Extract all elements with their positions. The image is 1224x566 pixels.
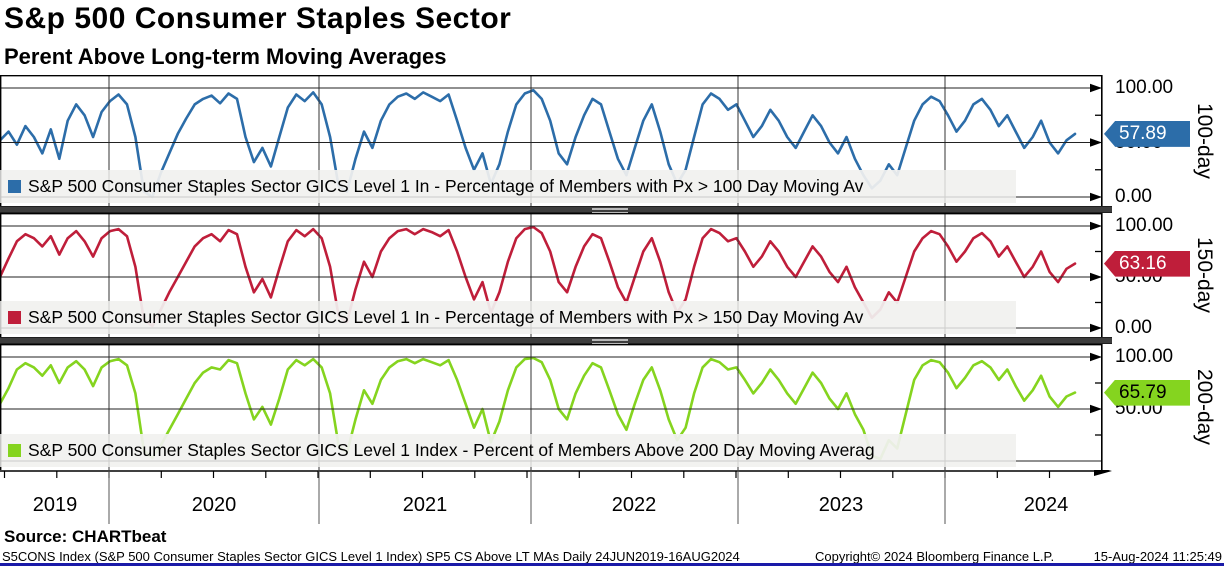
x-axis: 2019 2020 2021 2022 2023 2024	[0, 466, 1224, 526]
panel-label-200-day: 200-day	[1193, 369, 1216, 445]
legend-swatch-red-icon	[8, 311, 21, 324]
y-axis-tick-label: 100.00	[1115, 346, 1174, 367]
plot-area-200-day[interactable]: S&P 500 Consumer Staples Sector GICS Lev…	[0, 344, 1103, 470]
page-title: S&p 500 Consumer Staples Sector	[4, 2, 512, 35]
x-axis-year-label: 2020	[191, 494, 237, 516]
x-axis-year-label: 2024	[1023, 494, 1069, 516]
legend-swatch-green-icon	[8, 444, 21, 457]
x-axis-ticks	[0, 466, 1112, 524]
panel-label-100-day: 100-day	[1193, 102, 1216, 179]
panel-separator-1[interactable]	[0, 206, 1112, 213]
x-axis-year-label: 2021	[402, 494, 448, 516]
last-value-tag-150-day: 63.16	[1104, 250, 1190, 277]
panel-label-150-day: 150-day	[1193, 237, 1216, 313]
y-axis-200-day: 100.00 50.00	[1103, 344, 1193, 470]
plot-area-150-day[interactable]: S&P 500 Consumer Staples Sector GICS Lev…	[0, 213, 1103, 337]
chart-panel-150-day: S&P 500 Consumer Staples Sector GICS Lev…	[0, 213, 1224, 338]
y-axis-tick-label: 100.00	[1115, 77, 1174, 98]
legend-label-200-day: S&P 500 Consumer Staples Sector GICS Lev…	[28, 440, 875, 460]
footer-copyright: Copyright© 2024 Bloomberg Finance L.P.	[815, 549, 1055, 564]
x-axis-year-label: 2022	[611, 494, 657, 516]
bottom-accent-bar	[0, 563, 1224, 566]
chart-panel-200-day: S&P 500 Consumer Staples Sector GICS Lev…	[0, 344, 1224, 470]
chart-panel-100-day: S&P 500 Consumer Staples Sector GICS Lev…	[0, 75, 1224, 207]
y-axis-tick-label: 0.00	[1115, 317, 1152, 338]
y-axis-tick-label: 100.00	[1115, 215, 1174, 236]
legend-100-day[interactable]: S&P 500 Consumer Staples Sector GICS Lev…	[0, 170, 1016, 203]
separator-grip-icon	[592, 339, 628, 344]
footer-timestamp: 15-Aug-2024 11:25:49	[1093, 549, 1222, 564]
legend-200-day[interactable]: S&P 500 Consumer Staples Sector GICS Lev…	[0, 434, 1016, 467]
separator-grip-icon	[592, 208, 628, 213]
last-value-tag-100-day: 57.89	[1104, 120, 1190, 147]
page-subtitle: Perent Above Long-term Moving Averages	[4, 44, 447, 69]
y-axis-tick-label: 0.00	[1115, 186, 1152, 207]
footer-description: S5CONS Index (S&P 500 Consumer Staples S…	[2, 549, 740, 564]
x-axis-year-label: 2019	[32, 494, 78, 516]
last-value-tag-200-day: 65.79	[1104, 379, 1190, 406]
panel-separator-2[interactable]	[0, 337, 1112, 344]
legend-150-day[interactable]: S&P 500 Consumer Staples Sector GICS Lev…	[0, 301, 1016, 334]
legend-swatch-blue-icon	[8, 180, 21, 193]
x-axis-year-label: 2023	[818, 494, 864, 516]
legend-label-100-day: S&P 500 Consumer Staples Sector GICS Lev…	[28, 176, 864, 196]
legend-label-150-day: S&P 500 Consumer Staples Sector GICS Lev…	[28, 307, 864, 327]
source-label: Source: CHARTbeat	[4, 527, 167, 546]
plot-area-100-day[interactable]: S&P 500 Consumer Staples Sector GICS Lev…	[0, 75, 1103, 206]
